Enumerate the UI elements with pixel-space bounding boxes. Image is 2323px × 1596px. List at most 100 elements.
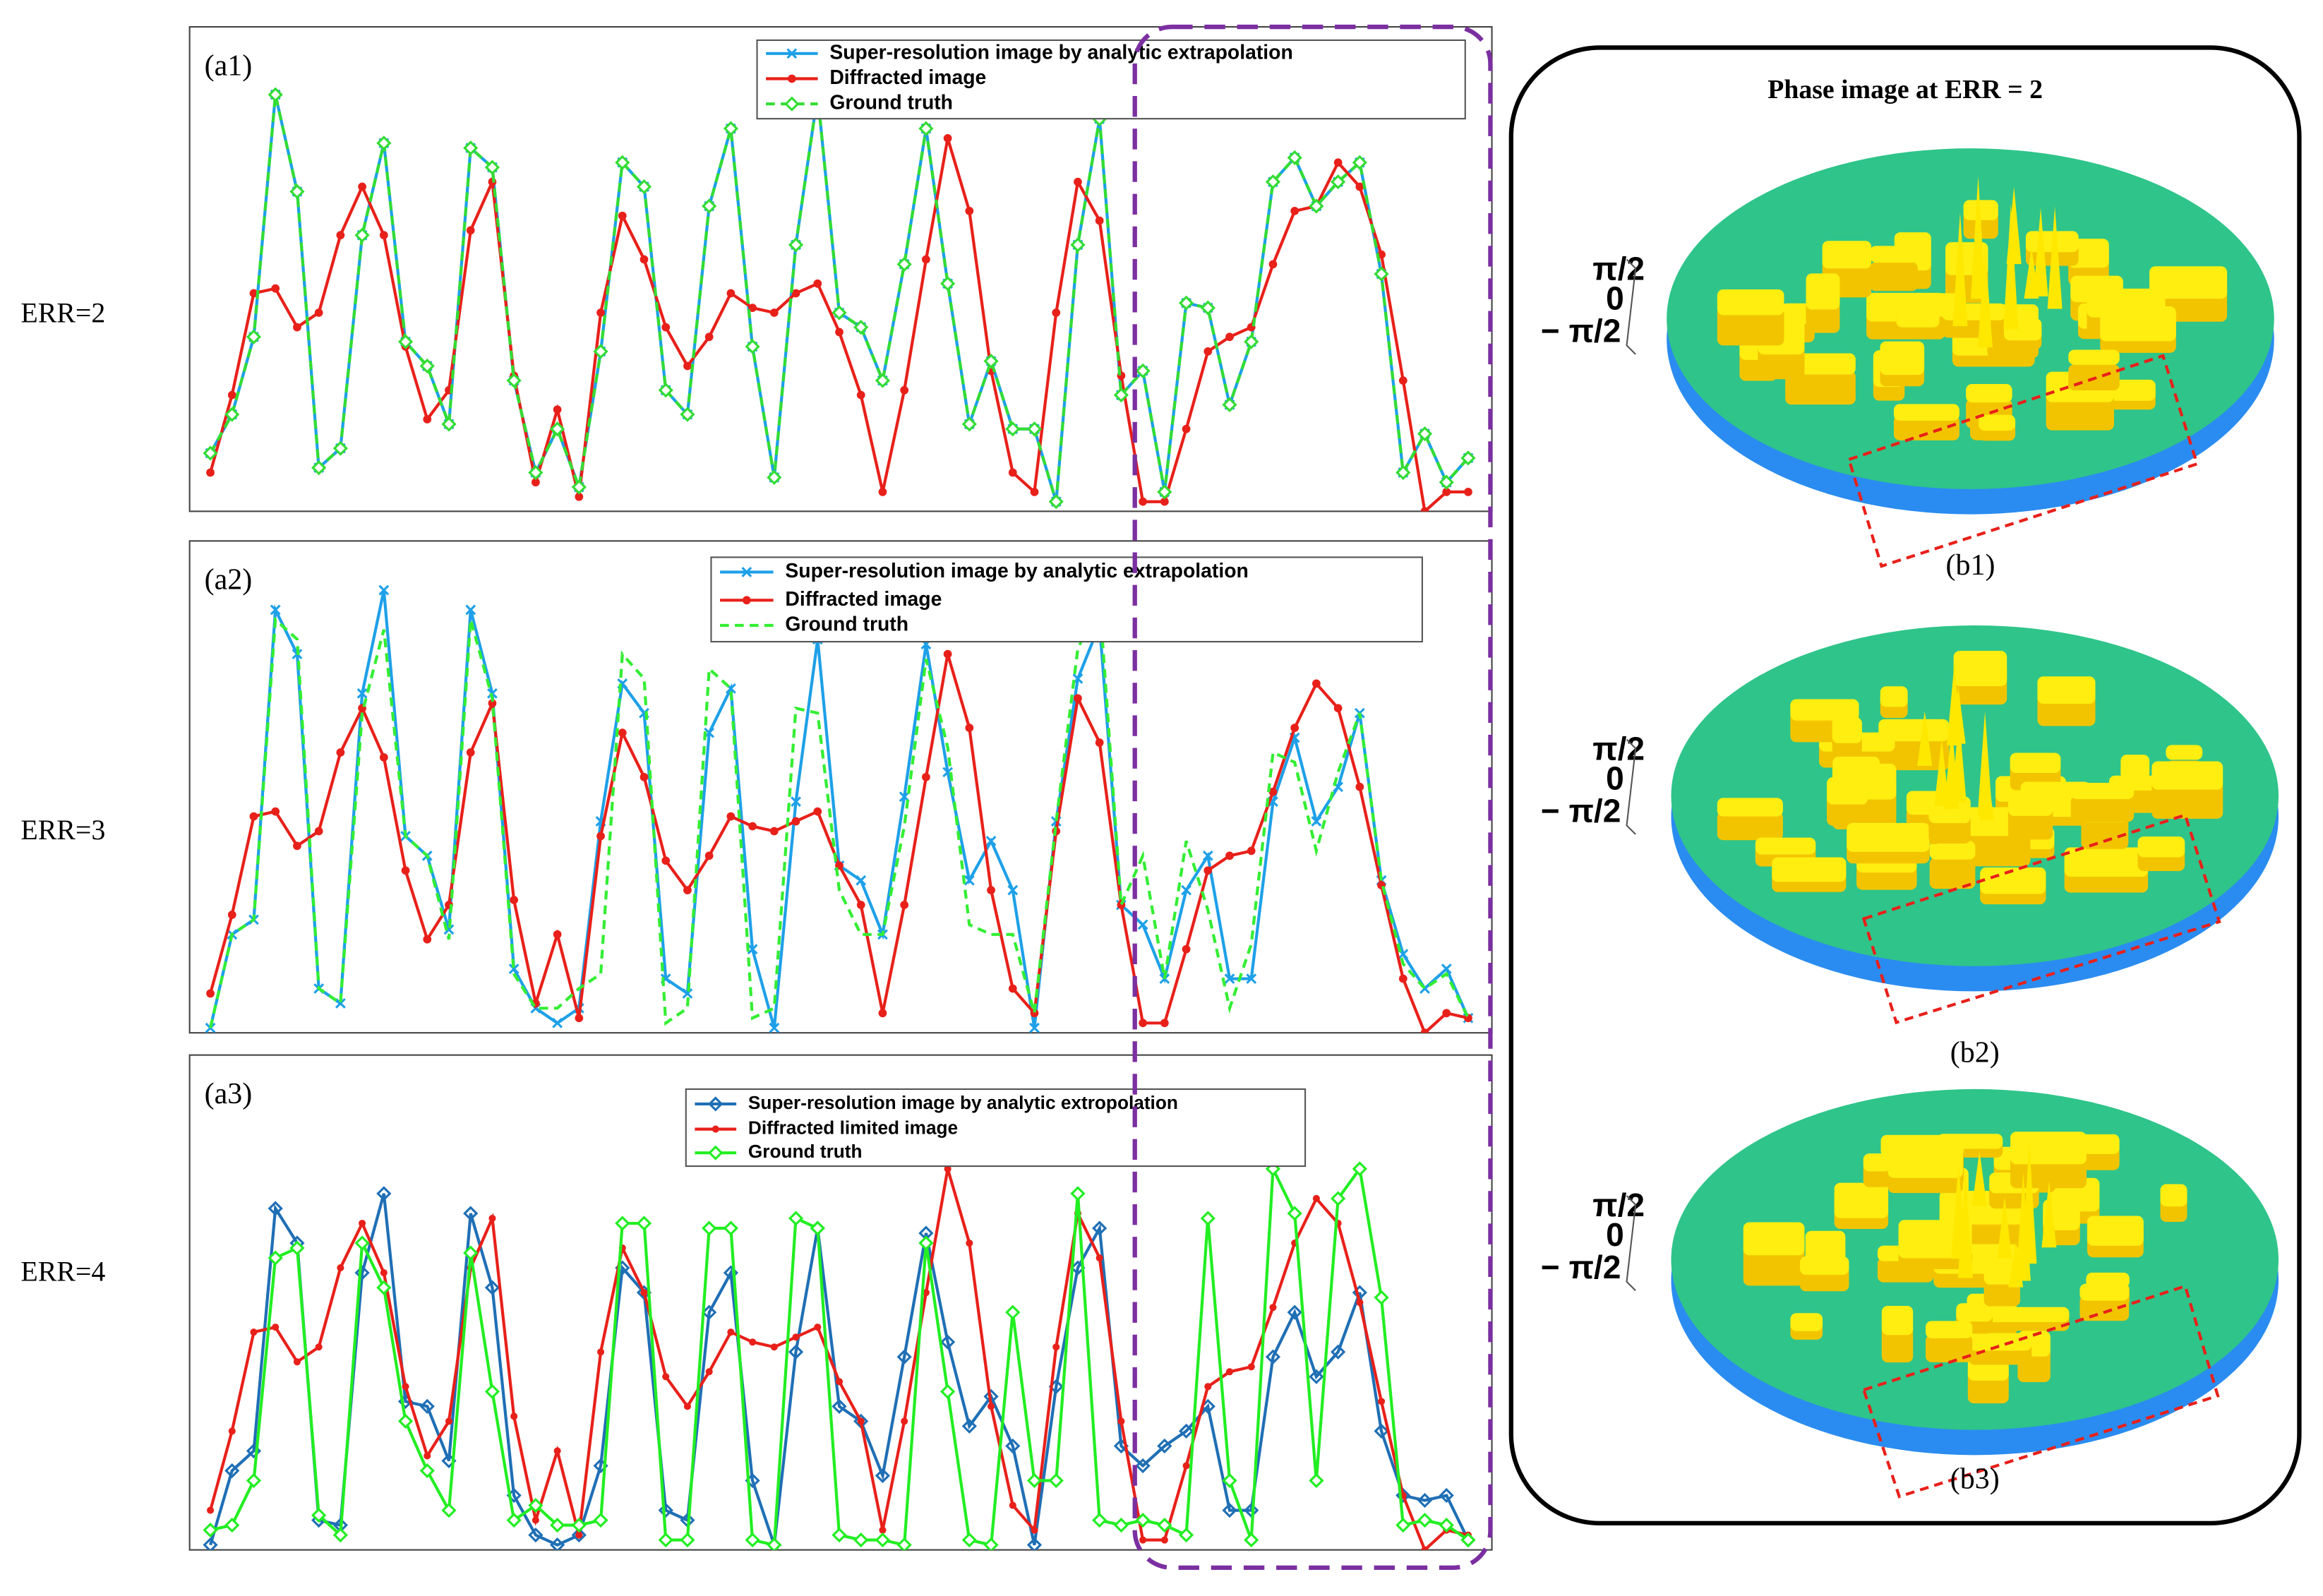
block-side	[1785, 370, 1856, 405]
marker	[553, 930, 562, 939]
marker	[940, 1384, 956, 1399]
marker	[1355, 782, 1364, 791]
block-top	[1822, 241, 1872, 269]
block-top	[2064, 847, 2149, 877]
marker	[1265, 174, 1281, 190]
block-top	[1790, 1313, 1823, 1331]
marker	[1178, 1423, 1194, 1439]
marker	[311, 460, 327, 476]
marker	[832, 1528, 847, 1543]
marker	[769, 308, 779, 317]
marker	[575, 492, 584, 501]
marker	[857, 1417, 865, 1425]
marker	[376, 1280, 392, 1295]
marker	[661, 856, 671, 865]
block-top	[1832, 717, 1862, 743]
marker	[987, 886, 995, 894]
marker	[1417, 1492, 1433, 1508]
marker	[1135, 1512, 1151, 1528]
spike	[2003, 203, 2019, 330]
marker	[419, 1398, 435, 1414]
scale-bracket	[1626, 1195, 1637, 1292]
marker	[767, 469, 782, 485]
plot-area	[203, 1161, 1476, 1550]
marker	[1244, 334, 1259, 349]
marker	[380, 1269, 388, 1277]
image-caption: (b2)	[1950, 1036, 2000, 1069]
block-top	[1717, 289, 1784, 316]
marker	[378, 584, 390, 596]
marker	[1005, 421, 1021, 437]
marker	[227, 911, 236, 919]
marker	[1182, 1462, 1190, 1470]
marker	[206, 989, 215, 998]
marker	[1398, 376, 1407, 385]
phase-panel: Phase image at ERR = 2 π/20− π/2(b1)π/20…	[1508, 45, 2302, 1526]
marker	[1312, 679, 1321, 688]
marker	[1355, 182, 1364, 191]
marker	[268, 1250, 283, 1266]
block-top	[1942, 303, 2006, 320]
marker	[1417, 1512, 1433, 1528]
marker	[532, 478, 540, 487]
legend: Super-resolution image by analytic extro…	[685, 1088, 1307, 1168]
panel-tag: (a1)	[205, 49, 253, 82]
phase-image: π/20− π/2(b2)	[1541, 625, 2279, 1069]
marker	[786, 48, 798, 59]
marker	[332, 440, 348, 456]
legend-label: Ground truth	[748, 1141, 863, 1162]
marker	[1026, 1472, 1043, 1489]
block-top	[1980, 867, 2046, 894]
marker	[272, 1324, 280, 1331]
marker	[682, 988, 693, 999]
marker	[397, 334, 414, 349]
marker	[1135, 363, 1151, 378]
marker	[1225, 332, 1234, 342]
scale-bracket	[1626, 738, 1637, 835]
marker	[702, 1304, 717, 1320]
block-top	[1717, 798, 1783, 817]
phase-image: π/20− π/2(b3)	[1541, 1088, 2279, 1499]
block-top	[2079, 1283, 2130, 1301]
marker	[1352, 155, 1367, 170]
legend-label: Super-resolution image by analytic extra…	[785, 560, 1248, 582]
legend-label: Ground truth	[785, 613, 908, 635]
marker	[749, 1338, 757, 1346]
marker	[661, 323, 671, 332]
marker	[1331, 174, 1346, 190]
block-top	[1966, 383, 2012, 403]
block-top	[1896, 301, 1940, 328]
marker	[314, 827, 323, 836]
marker	[618, 728, 627, 737]
marker	[423, 935, 432, 944]
marker	[1178, 1528, 1194, 1543]
marker	[224, 1517, 240, 1533]
marker	[705, 1368, 713, 1376]
marker	[271, 284, 280, 293]
marker	[1333, 704, 1343, 713]
marker	[1268, 260, 1278, 269]
marker	[335, 997, 346, 1009]
marker	[571, 479, 587, 495]
marker	[1139, 1019, 1147, 1028]
marker	[376, 136, 392, 151]
marker	[314, 308, 323, 317]
marker	[788, 1344, 804, 1360]
marker	[1244, 1532, 1259, 1548]
marker	[922, 1289, 930, 1297]
marker	[788, 1211, 804, 1226]
image-caption: (b3)	[1950, 1463, 2000, 1496]
marker	[704, 851, 714, 860]
marker	[203, 1537, 218, 1550]
marker	[961, 1532, 977, 1548]
marker	[727, 1328, 735, 1336]
marker	[983, 353, 999, 369]
marker	[1009, 1501, 1016, 1509]
marker	[1202, 850, 1213, 861]
marker	[853, 1532, 869, 1548]
marker	[510, 896, 519, 904]
marker	[961, 1418, 977, 1434]
marker	[354, 1235, 370, 1251]
block-top	[1926, 1321, 1973, 1338]
block-top	[2100, 306, 2176, 342]
